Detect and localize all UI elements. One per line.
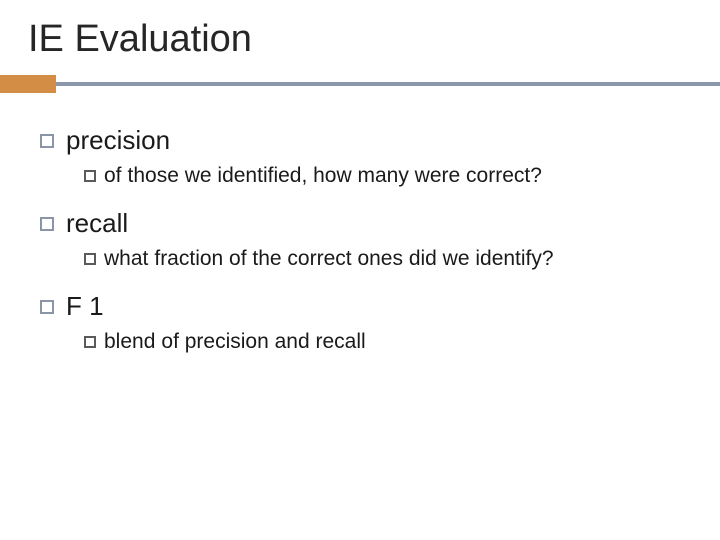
square-bullet-icon bbox=[40, 217, 54, 231]
item-head: F 1 bbox=[40, 287, 700, 326]
sub-rest: those we identified, how many were corre… bbox=[128, 164, 542, 188]
sub-rest: fraction of the correct ones did we iden… bbox=[154, 247, 553, 271]
square-bullet-icon bbox=[84, 170, 96, 182]
sub-rest: of precision and recall bbox=[161, 330, 365, 354]
list-item: F 1 blend of precision and recall bbox=[40, 287, 700, 364]
sub-lead: what bbox=[104, 247, 148, 271]
sub-lead: blend bbox=[104, 330, 155, 354]
square-bullet-icon bbox=[84, 253, 96, 265]
sub-lead: of bbox=[104, 164, 122, 188]
item-label: F 1 bbox=[66, 291, 104, 322]
rule-accent bbox=[0, 75, 56, 93]
item-label: recall bbox=[66, 208, 128, 239]
sub-item: blend of precision and recall bbox=[40, 326, 700, 364]
item-head: precision bbox=[40, 121, 700, 160]
list-item: precision of those we identified, how ma… bbox=[40, 121, 700, 198]
square-bullet-icon bbox=[84, 336, 96, 348]
square-bullet-icon bbox=[40, 134, 54, 148]
list-item: recall what fraction of the correct ones… bbox=[40, 204, 700, 281]
title-rule bbox=[0, 75, 720, 93]
rule-line bbox=[56, 75, 720, 93]
item-label: precision bbox=[66, 125, 170, 156]
sub-item: what fraction of the correct ones did we… bbox=[40, 243, 700, 281]
square-bullet-icon bbox=[40, 300, 54, 314]
item-head: recall bbox=[40, 204, 700, 243]
content-area: precision of those we identified, how ma… bbox=[0, 93, 720, 364]
slide-title: IE Evaluation bbox=[0, 0, 720, 75]
sub-item: of those we identified, how many were co… bbox=[40, 160, 700, 198]
